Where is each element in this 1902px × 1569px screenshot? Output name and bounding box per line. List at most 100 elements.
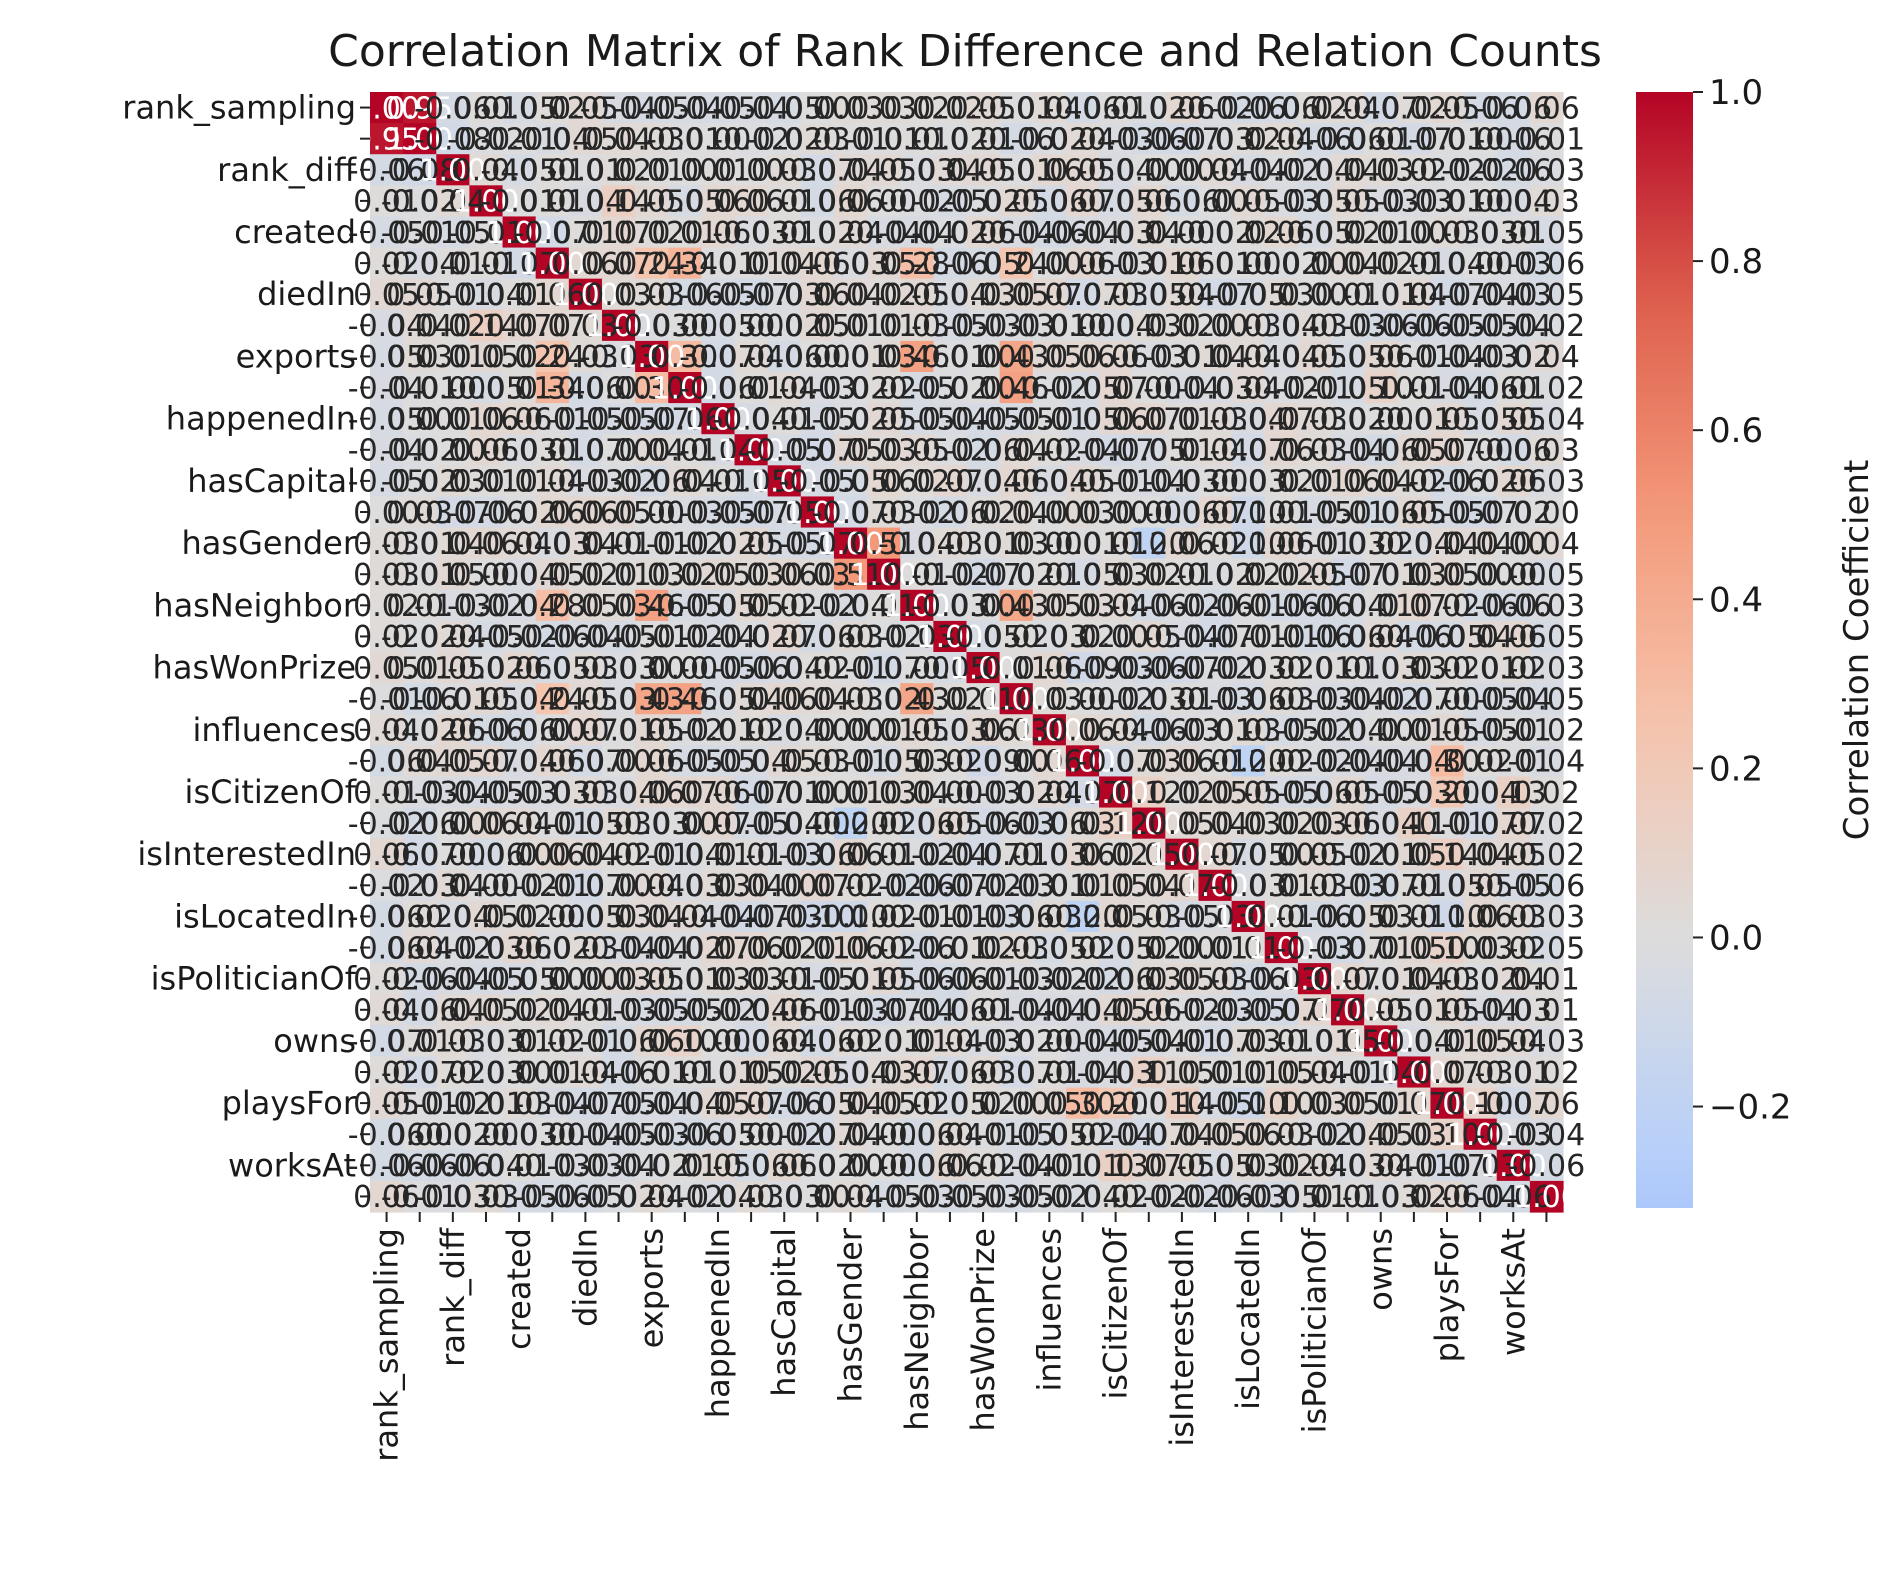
x-tick-label: exports (633, 1228, 671, 1348)
heatmap-cell (1463, 216, 1498, 249)
heatmap-cell (436, 154, 471, 186)
x-tick-label: rank_sampling (368, 1228, 406, 1462)
heatmap-cell (370, 123, 404, 155)
heatmap-cell (436, 92, 471, 124)
heatmap-cell (966, 154, 1001, 186)
heatmap-cell (734, 92, 769, 124)
heatmap-cell (999, 123, 1034, 155)
x-axis-ticks: rank_sampling rank_diff created diedIn expor… (368, 1212, 1548, 1462)
x-tick-label: hasNeighbor (898, 1227, 936, 1431)
heatmap-cell (1165, 154, 1200, 186)
heatmap-cell (370, 92, 404, 124)
heatmap-cell (1198, 123, 1233, 155)
cell-annotation: -0.03 (1508, 465, 1586, 500)
heatmap-cell (502, 154, 537, 186)
heatmap-cell (502, 278, 537, 311)
cell-annotation: 0.02 (1513, 776, 1580, 811)
heatmap-cell (867, 247, 901, 280)
cell-annotation: -0.04 (1508, 745, 1586, 780)
heatmap-cell (900, 247, 934, 280)
heatmap-cell (1397, 216, 1432, 249)
heatmap-cell (933, 92, 968, 124)
heatmap-cell (900, 278, 934, 311)
heatmap-cell (1364, 123, 1398, 155)
heatmap-cell (1065, 216, 1100, 249)
heatmap-cell (535, 123, 570, 155)
heatmap-cell (1297, 247, 1332, 280)
heatmap-cell (1198, 278, 1233, 311)
heatmap-cell (502, 92, 537, 124)
heatmap-cell (1264, 154, 1299, 186)
heatmap-cell (1529, 154, 1564, 186)
heatmap-cell (568, 216, 603, 249)
heatmap-cell (403, 92, 437, 124)
heatmap-cell (568, 92, 603, 124)
x-tick-label: isInterestedIn (1163, 1228, 1201, 1447)
cell-annotation: 0.02 (1513, 1056, 1580, 1091)
heatmap-cell (767, 92, 802, 124)
heatmap-cell (1331, 185, 1365, 218)
heatmap-cell (568, 185, 603, 218)
heatmap-cell (800, 247, 835, 280)
heatmap-cell (701, 247, 736, 280)
heatmap-cell (1496, 154, 1531, 186)
heatmap-cell (1231, 123, 1266, 155)
heatmap-cell (999, 154, 1034, 186)
heatmap-cell (1132, 278, 1166, 311)
cell-annotation: -0.02 (1508, 309, 1586, 344)
cell-annotation: 0.03 (1513, 434, 1580, 469)
cell-annotation: -0.05 (1508, 216, 1586, 251)
heatmap-cell (1430, 92, 1465, 124)
heatmap-cell (1165, 123, 1200, 155)
y-tick-label: rank_diff (217, 151, 357, 189)
heatmap-cell (1430, 216, 1465, 249)
heatmap-cell (734, 247, 769, 280)
heatmap-cell (1231, 247, 1266, 280)
heatmap-cell (668, 123, 702, 155)
heatmap-cell (701, 216, 736, 249)
heatmap-cell (601, 154, 636, 186)
heatmap-cell (1032, 123, 1067, 155)
heatmap-cell (1496, 247, 1531, 280)
heatmap-cell (1297, 154, 1332, 186)
heatmap-cell (1165, 185, 1200, 218)
colorbar-tick-label: 0.8 (1709, 242, 1763, 282)
x-tick-label: hasGender (832, 1227, 870, 1402)
heatmap-cell (1264, 185, 1299, 218)
heatmap-cell (767, 278, 802, 311)
cell-annotation: -0.06 (1508, 869, 1586, 904)
heatmap-cell (900, 92, 934, 124)
heatmap-cell (469, 123, 504, 155)
heatmap-cell (1529, 92, 1564, 124)
heatmap-cell (800, 216, 835, 249)
heatmap-cell (635, 123, 669, 155)
heatmap-cell (1198, 154, 1233, 186)
colorbar-gradient (1636, 92, 1693, 1208)
heatmap-cell (966, 92, 1001, 124)
heatmap-cell (1430, 154, 1465, 186)
heatmap-cell (370, 216, 404, 249)
heatmap-cell (1430, 247, 1465, 280)
heatmap-cell (833, 278, 868, 311)
heatmap-cell (867, 278, 901, 311)
heatmap-cell (767, 247, 802, 280)
heatmap-cell (701, 92, 736, 124)
heatmap-cell (966, 123, 1001, 155)
heatmap-cell (701, 185, 736, 218)
heatmap-cell (1496, 123, 1531, 155)
heatmap-cell (601, 278, 636, 311)
y-tick-label: happenedIn (166, 400, 356, 438)
heatmap-cell (1165, 278, 1200, 311)
heatmap-cell (767, 154, 802, 186)
heatmap-cell (900, 154, 934, 186)
x-tick-label: playsFor (1428, 1227, 1466, 1362)
heatmap-cell (1297, 185, 1332, 218)
heatmap-cell (1065, 123, 1100, 155)
cell-annotation: -0.06 (1508, 1149, 1586, 1184)
x-tick-label: isCitizenOf (1097, 1227, 1135, 1399)
heatmap-cell (734, 216, 769, 249)
y-tick-label: influences (192, 711, 356, 749)
heatmap-cell (1198, 216, 1233, 249)
heatmap-cell (867, 92, 901, 124)
heatmap-cell (1264, 92, 1299, 124)
